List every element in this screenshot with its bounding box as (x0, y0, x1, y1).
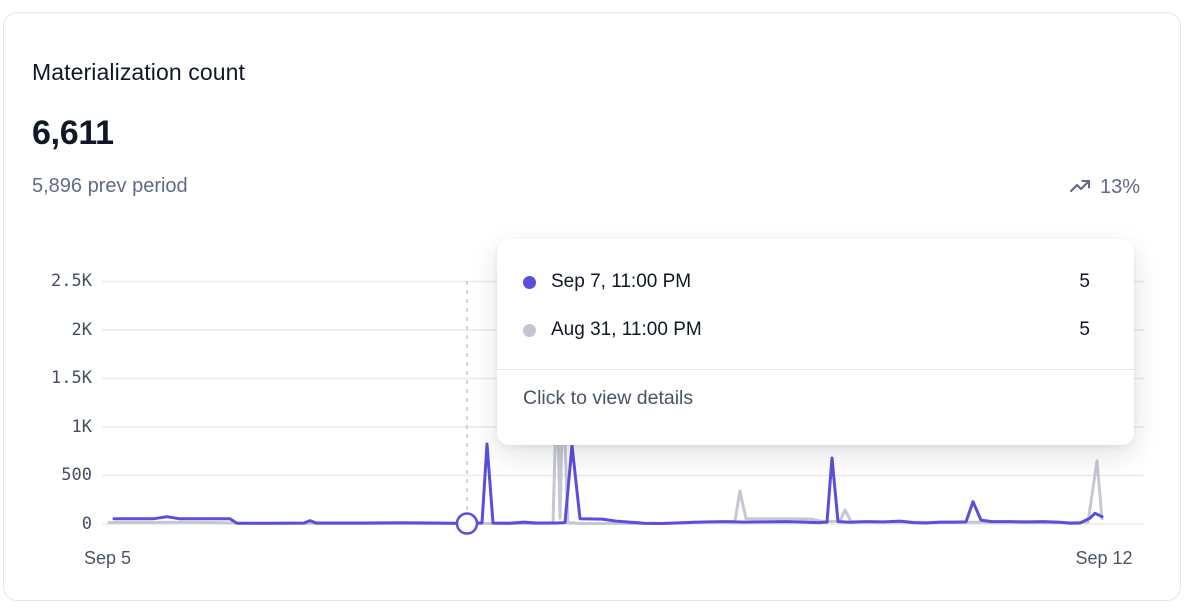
tooltip-value-previous: 5 (1079, 319, 1090, 340)
y-tick-500: 500 (61, 465, 92, 485)
tooltip-divider (497, 369, 1134, 370)
page-title: Materialization count (32, 59, 246, 85)
y-tick-2500: 2.5K (51, 271, 92, 291)
previous-series-dot-icon (523, 323, 536, 337)
current-series-dot-icon (523, 275, 536, 289)
trend-percent: 13% (1099, 175, 1140, 198)
y-tick-1000: 1K (71, 417, 92, 437)
y-tick-2000: 2K (71, 320, 92, 340)
tooltip-footer-hint[interactable]: Click to view details (523, 387, 694, 409)
tooltip-row-current: Sep 7, 11:00 PM 5 (497, 267, 1134, 297)
metric-value: 6,611 (32, 114, 114, 152)
trend-indicator: 13% (1068, 175, 1140, 199)
tooltip-value-current: 5 (1079, 271, 1090, 292)
hover-point-marker (455, 512, 479, 535)
prev-period-value: 5,896 prev period (32, 175, 188, 197)
y-tick-0: 0 (81, 514, 92, 534)
chart-tooltip: Sep 7, 11:00 PM 5 Aug 31, 11:00 PM 5 Cli… (497, 239, 1134, 445)
tooltip-date-previous: Aug 31, 11:00 PM (551, 319, 702, 340)
metric-card: Materialization count 6,611 5,896 prev p… (3, 12, 1181, 601)
y-tick-1500: 1.5K (51, 368, 92, 388)
x-label-end: Sep 12 (1075, 548, 1133, 568)
current-period-line (112, 442, 1104, 525)
trending-up-icon (1068, 175, 1092, 199)
x-label-start: Sep 5 (84, 548, 132, 568)
tooltip-date-current: Sep 7, 11:00 PM (551, 271, 692, 292)
tooltip-row-previous: Aug 31, 11:00 PM 5 (497, 315, 1134, 345)
